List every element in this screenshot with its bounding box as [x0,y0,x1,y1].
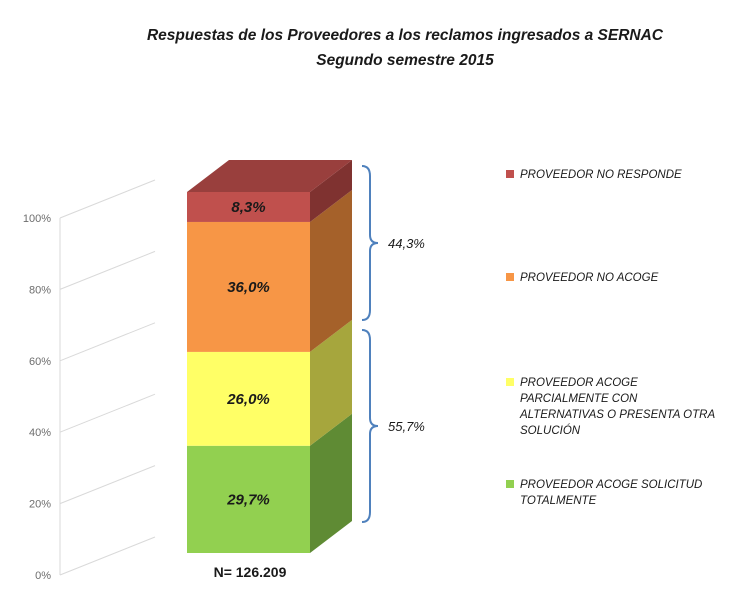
brace-label: 44,3% [388,236,425,251]
brace-label: 55,7% [388,419,425,434]
gridline [59,536,156,576]
y-axis-ticks: 0% 20% 40% 60% 80% 100% [23,213,51,582]
legend-swatch [506,480,514,488]
legend-label: SOLUCIÓN [520,424,581,437]
legend-label: PROVEEDOR NO RESPONDE [520,169,682,181]
gridline [59,322,156,362]
gridline [59,179,156,219]
group-braces: 44,3% 55,7% [361,165,425,523]
data-label: 36,0% [227,279,270,296]
gridline [59,250,156,290]
y-tick-label: 80% [29,284,51,296]
y-tick-label: 40% [29,427,51,439]
legend-label: TOTALMENTE [520,495,597,507]
bar-segment-acoge_parcial [187,351,310,446]
bar-top-face [187,160,352,192]
legend-label: PARCIALMENTE CON [520,393,638,405]
gridline [59,393,156,433]
bar-segment-side [310,160,352,222]
bar-segment-no_acoge [187,221,310,352]
legend-label: ALTERNATIVAS O PRESENTA OTRA [519,409,715,421]
data-label: 29,7% [226,491,270,508]
legend-label: PROVEEDOR ACOGE [520,377,638,389]
brace [361,329,379,523]
gridlines [59,179,156,576]
y-tick-label: 0% [35,570,51,582]
data-label: 26,0% [226,391,270,408]
legend-item-acoge_total: PROVEEDOR ACOGE SOLICITUD TOTALMENTE [506,479,702,507]
legend-swatch [506,273,514,281]
legend-swatch [506,170,514,178]
y-tick-label: 20% [29,499,51,511]
gridline [59,465,156,505]
data-label: 8,3% [231,199,265,216]
bar-segment-side [310,319,352,446]
legend-label: PROVEEDOR NO ACOGE [520,272,659,284]
sample-size-label: N= 126.209 [214,564,287,580]
chart-title-line-2: Segundo semestre 2015 [316,52,494,69]
y-tick-label: 100% [23,213,51,225]
stacked-bar: 29,7% 26,0% 36,0% 8,3% [187,160,352,553]
legend-item-acoge_parcial: PROVEEDOR ACOGE PARCIALMENTE CON ALTERNATI… [506,377,715,437]
bar-segment-no_responde [187,192,310,222]
brace [361,165,379,321]
legend: PROVEEDOR NO RESPONDE PROVEEDOR NO ACOGE P… [506,169,715,507]
legend-item-no_acoge: PROVEEDOR NO ACOGE [506,272,659,284]
bar-segment-side [310,189,352,352]
bar-segment-acoge_total [187,445,310,553]
y-tick-label: 60% [29,356,51,368]
chart-title-line-1: Respuestas de los Proveedores a los recl… [147,27,664,44]
bar-segment-side [310,413,352,553]
legend-swatch [506,378,514,386]
legend-item-no_responde: PROVEEDOR NO RESPONDE [506,169,682,181]
legend-label: PROVEEDOR ACOGE SOLICITUD [520,479,702,491]
